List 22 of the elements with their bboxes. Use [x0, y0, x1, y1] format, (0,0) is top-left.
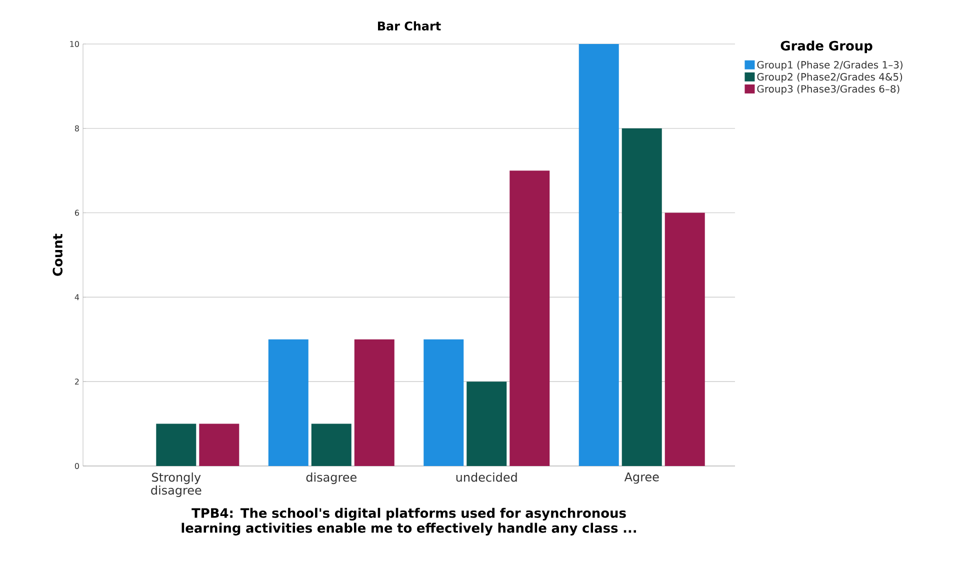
bar — [268, 339, 308, 466]
bar — [622, 128, 662, 466]
bar — [466, 382, 507, 466]
bar — [578, 44, 619, 466]
bar — [664, 212, 705, 466]
x-tick-label: Strongly disagree — [151, 472, 202, 498]
bar — [424, 339, 464, 466]
bar — [354, 339, 394, 466]
x-axis-title: TPB4: The school's digital platforms used for asynchronous learning activities enable me to effectively handle any class ... — [182, 508, 636, 536]
x-tick-label: disagree — [306, 472, 356, 484]
legend-title: Grade Group — [780, 40, 872, 54]
x-tick-label: Agree — [624, 472, 659, 484]
bar — [510, 170, 550, 466]
legend-label: Group1 (Phase 2/Grades 1–3) — [757, 60, 902, 70]
bar — [311, 424, 352, 466]
bar — [199, 424, 240, 466]
x-tick-label: undecided — [456, 472, 517, 482]
legend-label: Group3 (Phase3/Grades 6–8) — [757, 84, 900, 95]
y-axis-title: Count — [52, 234, 63, 276]
bar — [156, 424, 196, 466]
legend-label: Group2 (Phase2/Grades 4&5) — [757, 72, 902, 83]
chart-title: Bar Chart — [378, 21, 441, 30]
